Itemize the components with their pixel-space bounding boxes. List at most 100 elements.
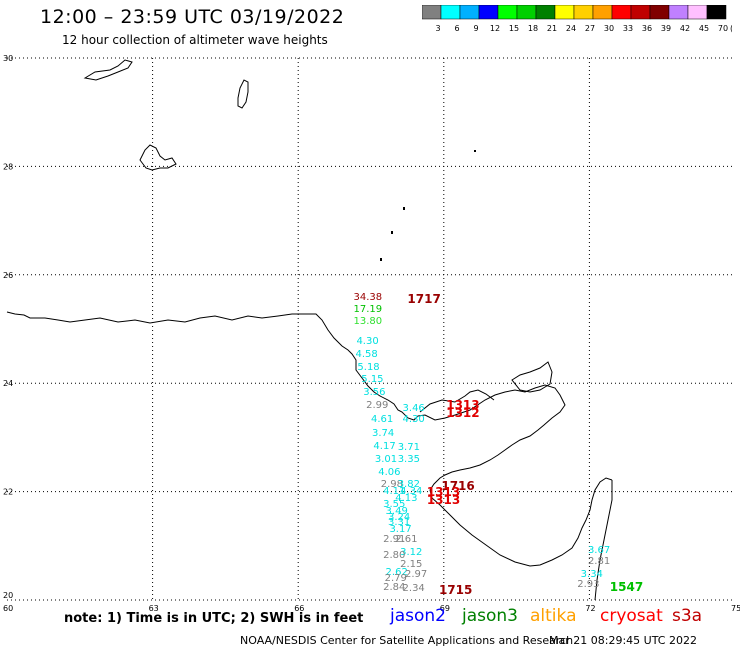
wave-height-label: 2.98 (380, 479, 403, 491)
main-coast (6, 311, 613, 567)
wave-height-label: 3.49 (385, 506, 408, 518)
wave-height-label: 2.61 (395, 534, 418, 546)
scale-swatch (630, 5, 651, 20)
lat-label: 20 (3, 591, 13, 600)
satellite-altika: altika (530, 606, 577, 626)
wave-height-label: 17.19 (353, 304, 383, 316)
wave-height-label: 2.84 (383, 582, 406, 594)
lon-label: 75 (731, 604, 740, 613)
wave-height-label: 5.18 (357, 361, 380, 373)
scale-tick-label: 24 (566, 24, 576, 33)
wave-height-label: 4.58 (355, 348, 378, 360)
map-subtitle: 12 hour collection of altimeter wave hei… (62, 33, 328, 47)
lat-label: 28 (3, 162, 13, 171)
scale-swatch (478, 5, 499, 20)
lat-label: 26 (3, 271, 13, 280)
wave-height-label: 2.81 (587, 556, 611, 568)
scale-tick-label: 45 (699, 24, 709, 33)
lat-label: 24 (3, 379, 13, 388)
wave-height-label: 2.97 (404, 568, 428, 580)
scale-tick-label: 21 (547, 24, 557, 33)
pass-time-label: 1313 (426, 485, 461, 500)
scale-swatch (497, 5, 518, 20)
scale-swatch (649, 5, 670, 20)
wave-height-label: 3.56 (363, 387, 386, 399)
wave-height-label: 3.74 (371, 427, 395, 439)
wave-height-label: 13.80 (353, 316, 383, 328)
wave-height-label: 2.62 (385, 566, 408, 578)
scale-tick-label: 42 (680, 24, 690, 33)
scale-swatch (516, 5, 537, 20)
wave-height-label: 5.15 (361, 374, 384, 386)
inland-lake (511, 361, 553, 393)
lon-label: 60 (3, 604, 13, 613)
pass-time-label: 1717 (407, 292, 441, 307)
pass-time-label: 1715 (438, 583, 473, 598)
wave-height-label: 3.35 (397, 453, 420, 465)
wave-height-label: 3.01 (374, 453, 398, 465)
scale-tick-label: 3 (435, 24, 440, 33)
note-text: note: 1) Time is in UTC; 2) SWH is in fe… (64, 611, 364, 626)
wave-height-label: 2.91 (383, 534, 406, 546)
map-title: 12:00 – 23:59 UTC 03/19/2022 (40, 6, 345, 28)
scale-swatch (668, 5, 689, 20)
scale-unit: (ft) (730, 24, 732, 33)
gulf-inlet (419, 389, 495, 413)
wave-height-label: 4.11 (383, 486, 406, 498)
wave-height-label: 2.15 (400, 558, 423, 570)
lat-label: 22 (3, 488, 13, 497)
scale-swatch (687, 5, 708, 20)
wave-height-label: 3.82 (397, 479, 420, 491)
wave-height-label: 34.38 (353, 292, 383, 304)
satellite-jason2: jason2 (390, 606, 446, 626)
scale-tick-label: 12 (490, 24, 500, 33)
coastline (6, 59, 613, 601)
wave-height-label: 2.99 (366, 400, 389, 412)
scale-swatch (422, 5, 442, 20)
wave-height-label: 3.12 (400, 546, 423, 558)
pass-time-label: 1313 (426, 492, 461, 507)
longitude-labels: 60 63 66 69 72 75 (3, 604, 740, 613)
wave-height-label: 2.79 (384, 572, 407, 584)
graticule (7, 57, 735, 601)
pass-time-label: 1313 (446, 397, 480, 412)
lon-label: 63 (149, 604, 159, 613)
wave-height-label: 4.06 (378, 466, 401, 478)
scale-tick-label: 30 (604, 24, 614, 33)
wave-height-label: 3.24 (387, 511, 411, 523)
wave-height-label: 3.46 (402, 403, 425, 415)
pass-time-label: 1547 (609, 579, 644, 594)
wave-height-label: 4.61 (371, 414, 394, 426)
satellite-s3a: s3a (672, 606, 703, 626)
scale-swatch (554, 5, 575, 20)
pass-time-label: 1716 (441, 479, 475, 494)
wave-height-label: 2.93 (577, 579, 600, 591)
wave-height-label: 4.34 (400, 486, 423, 498)
scale-tick-label: 6 (454, 24, 459, 33)
wave-height-label: 3.34 (580, 568, 603, 580)
wave-height-label: 2.80 (383, 549, 406, 561)
wave-height-label: 4.17 (373, 441, 396, 453)
satellite-jason3: jason3 (462, 606, 518, 626)
island-3 (139, 144, 177, 171)
wave-height-label: 3.55 (383, 499, 406, 511)
scale-swatch (440, 5, 461, 20)
wave-height-label: 3.17 (389, 523, 412, 535)
scale-tick-label: 9 (473, 24, 478, 33)
scale-swatch (459, 5, 480, 20)
pass-time-label: 1312 (446, 406, 480, 420)
wave-height-label: 3.67 (587, 545, 611, 557)
credit-text: NOAA/NESDIS Center for Satellite Applica… (240, 634, 574, 647)
scale-swatch (611, 5, 632, 20)
scale-tick-label: 18 (528, 24, 538, 33)
wave-height-label: 4.13 (395, 492, 418, 504)
lon-label: 72 (585, 604, 595, 613)
small-islets (380, 150, 476, 261)
scale-swatch (592, 5, 613, 20)
scale-swatch (706, 5, 727, 20)
lat-label: 30 (3, 54, 13, 63)
scale-tick-label: 70 (718, 24, 728, 33)
scale-swatch (573, 5, 594, 20)
